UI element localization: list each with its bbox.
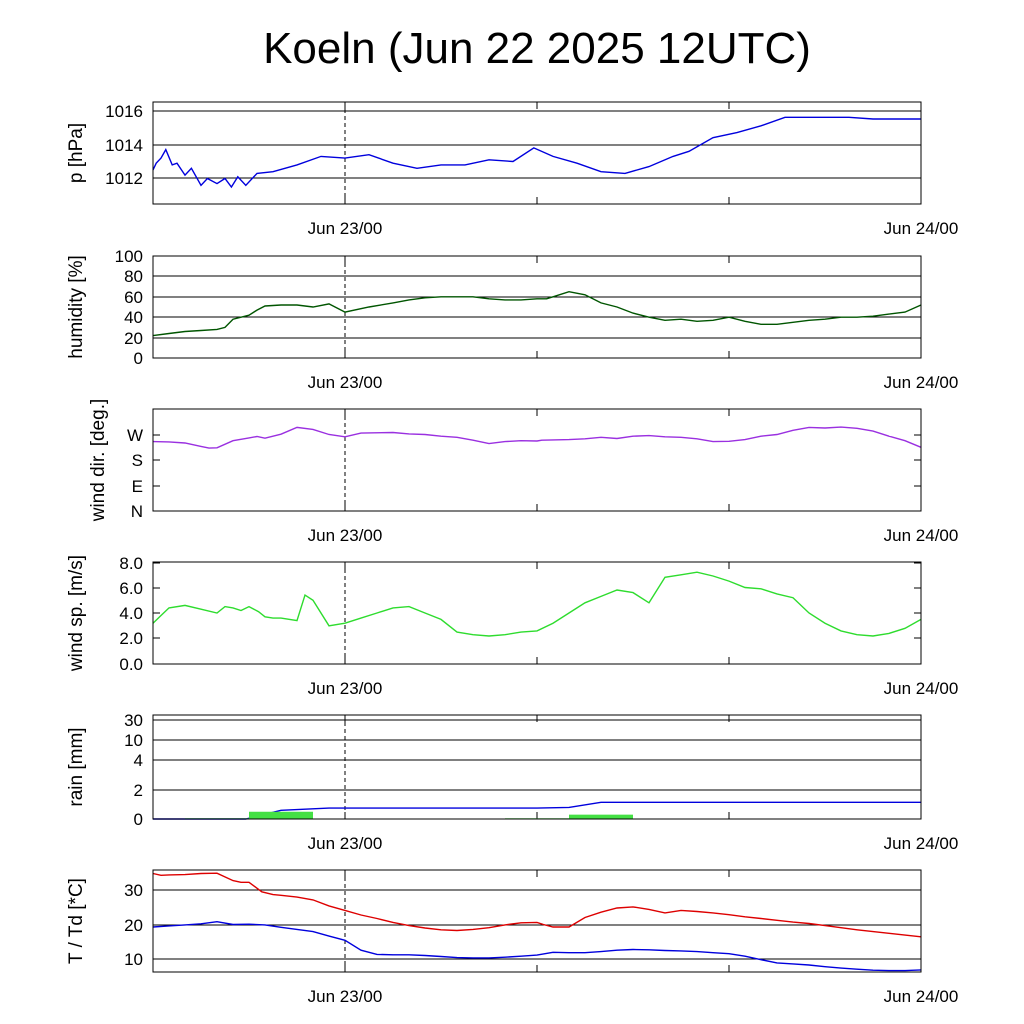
x-tick-label: Jun 24/00 bbox=[884, 526, 959, 545]
y-tick-label: 4.0 bbox=[119, 604, 143, 623]
y-tick-label: 20 bbox=[124, 329, 143, 348]
y-axis-label: humidity [%] bbox=[66, 255, 87, 358]
panel-6: 10 20 30 T / Td [*C] Jun 23/00 Jun 24/00 bbox=[66, 869, 959, 1006]
x-tick-label: Jun 23/00 bbox=[308, 526, 383, 545]
y-axis-label: p [hPa] bbox=[66, 123, 87, 183]
y-tick-label: 40 bbox=[124, 308, 143, 327]
x-tick-label: Jun 23/00 bbox=[308, 987, 383, 1006]
y-tick-label: 6.0 bbox=[119, 579, 143, 598]
y-tick-label: 4 bbox=[134, 751, 143, 770]
x-tick-label: Jun 23/00 bbox=[308, 373, 383, 392]
y-tick-label: 1014 bbox=[105, 136, 143, 155]
y-tick-label: E bbox=[132, 477, 143, 496]
x-tick-label: Jun 23/00 bbox=[308, 834, 383, 853]
y-tick-label: 1012 bbox=[105, 169, 143, 188]
panel-frame bbox=[152, 408, 922, 512]
x-tick-label: Jun 24/00 bbox=[884, 834, 959, 853]
series-line-1 bbox=[152, 426, 922, 449]
y-axis-label: wind dir. [deg.] bbox=[88, 399, 109, 523]
y-tick-label: 1016 bbox=[105, 102, 143, 121]
y-tick-label: N bbox=[131, 502, 143, 521]
series-line-2 bbox=[152, 920, 922, 972]
series-line-1 bbox=[152, 571, 922, 637]
x-tick-label: Jun 24/00 bbox=[884, 373, 959, 392]
x-tick-label: Jun 23/00 bbox=[308, 679, 383, 698]
panel-frame bbox=[152, 561, 922, 665]
y-axis-label: wind sp. [m/s] bbox=[66, 555, 87, 672]
y-tick-label: 30 bbox=[124, 881, 143, 900]
y-tick-label: 60 bbox=[124, 288, 143, 307]
panel-frame bbox=[152, 714, 922, 820]
panel-1: 1012 1014 1016 p [hPa] Jun 23/00 Jun 24/00 bbox=[66, 101, 959, 238]
y-axis-label: T / Td [*C] bbox=[66, 878, 87, 964]
panel-frame bbox=[152, 869, 922, 973]
series-line-1 bbox=[152, 872, 922, 938]
x-tick-label: Jun 24/00 bbox=[884, 679, 959, 698]
y-tick-label: 10 bbox=[124, 731, 143, 750]
y-tick-label: 80 bbox=[124, 267, 143, 286]
y-tick-label: 30 bbox=[124, 711, 143, 730]
y-tick-label: 8.0 bbox=[119, 554, 143, 573]
panel-frame bbox=[152, 255, 922, 359]
x-tick-label: Jun 24/00 bbox=[884, 219, 959, 238]
rain-bar bbox=[249, 811, 313, 819]
y-tick-label: 100 bbox=[115, 247, 143, 266]
y-tick-label: S bbox=[132, 451, 143, 470]
panel-4: 0.0 2.0 4.0 6.0 8.0 wind sp. [m/s] Jun 23/00 Ju… bbox=[66, 554, 958, 698]
x-tick-label: Jun 24/00 bbox=[884, 987, 959, 1006]
series-line-1 bbox=[152, 116, 921, 189]
chart-title: Koeln (Jun 22 2025 12UTC) bbox=[263, 24, 811, 73]
y-tick-label: 10 bbox=[124, 950, 143, 969]
panel-frame bbox=[152, 101, 922, 205]
series-line-1 bbox=[152, 290, 922, 337]
x-tick-label: Jun 23/00 bbox=[308, 219, 383, 238]
y-tick-label: 0 bbox=[134, 810, 143, 829]
y-tick-label: 0 bbox=[134, 349, 143, 368]
y-tick-label: 2 bbox=[134, 781, 143, 800]
y-tick-label: 2.0 bbox=[119, 629, 143, 648]
y-axis-label: rain [mm] bbox=[66, 727, 87, 806]
y-tick-label: 0.0 bbox=[119, 655, 143, 674]
rain-bar bbox=[569, 814, 633, 819]
y-tick-label: W bbox=[127, 426, 143, 445]
y-tick-label: 20 bbox=[124, 916, 143, 935]
